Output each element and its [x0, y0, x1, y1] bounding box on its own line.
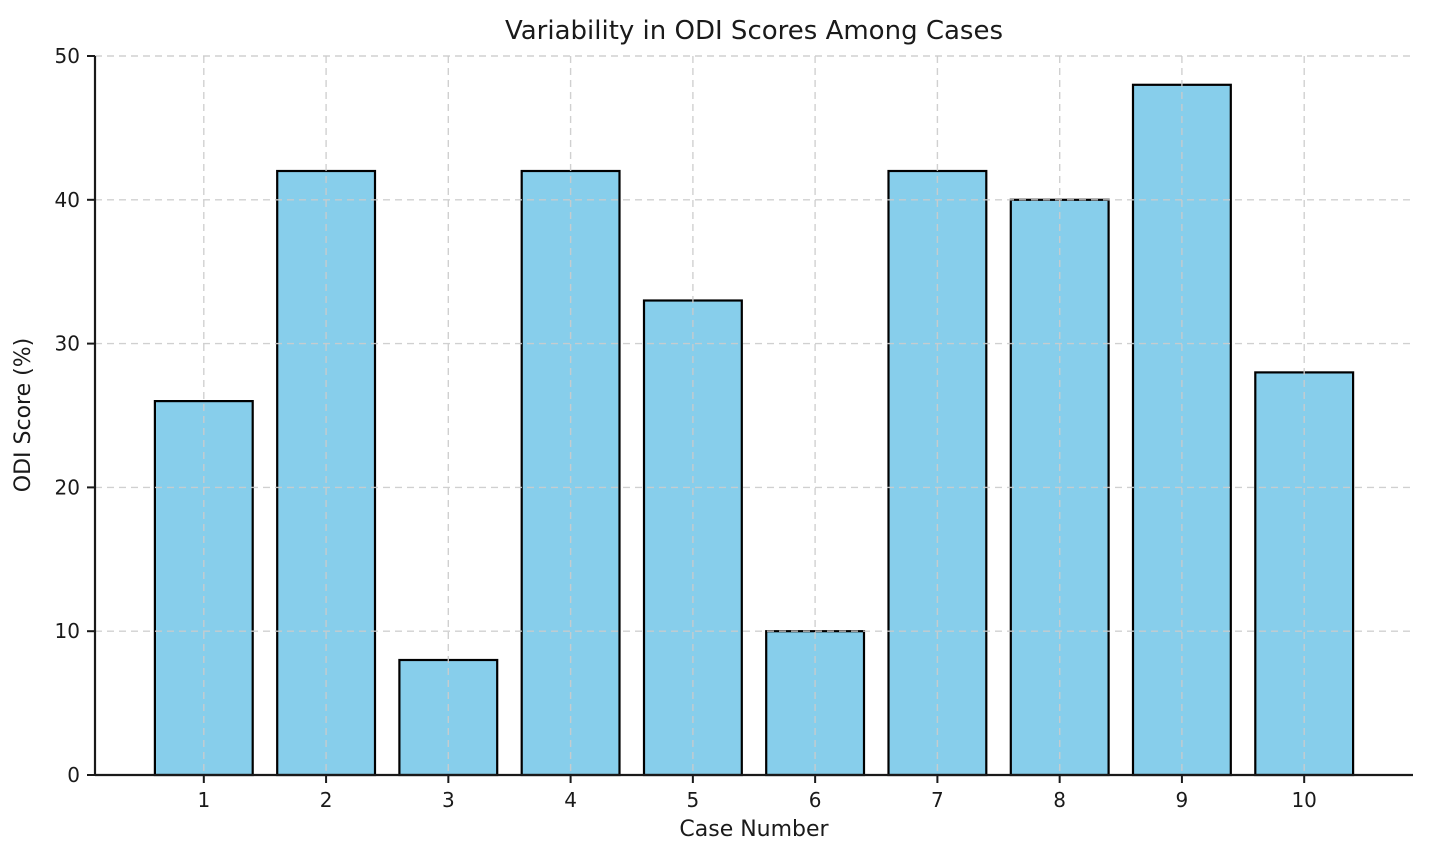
x-tick-label-7: 7	[931, 788, 944, 812]
x-tick-label-1: 1	[197, 788, 210, 812]
y-tick-label-10: 10	[55, 619, 80, 643]
axes-layer	[87, 55, 1413, 783]
bar-case-6	[765, 630, 866, 777]
x-tick-label-2: 2	[320, 788, 333, 812]
y-axis-label: ODI Score (%)	[11, 338, 36, 492]
y-tick-label-30: 30	[55, 332, 80, 356]
grid-layer	[95, 55, 1413, 775]
x-tick-label-9: 9	[1176, 788, 1189, 812]
x-tick-label-8: 8	[1053, 788, 1066, 812]
bars-layer	[153, 83, 1355, 777]
chart-title: Variability in ODI Scores Among Cases	[505, 16, 1003, 46]
x-axis-label: Case Number	[679, 817, 829, 842]
y-tick-label-50: 50	[55, 44, 80, 68]
x-tick-label-10: 10	[1291, 788, 1316, 812]
y-tick-label-40: 40	[55, 188, 80, 212]
y-tick-label-20: 20	[55, 475, 80, 499]
x-tick-label-5: 5	[687, 788, 700, 812]
y-tick-label-0: 0	[67, 763, 80, 787]
x-tick-label-3: 3	[442, 788, 455, 812]
tick-label-layer: 0 10 20 30 40 50 1 2 3 4 5 6 7 8 9 10	[55, 44, 1317, 812]
x-tick-label-6: 6	[809, 788, 822, 812]
x-tick-label-4: 4	[564, 788, 577, 812]
